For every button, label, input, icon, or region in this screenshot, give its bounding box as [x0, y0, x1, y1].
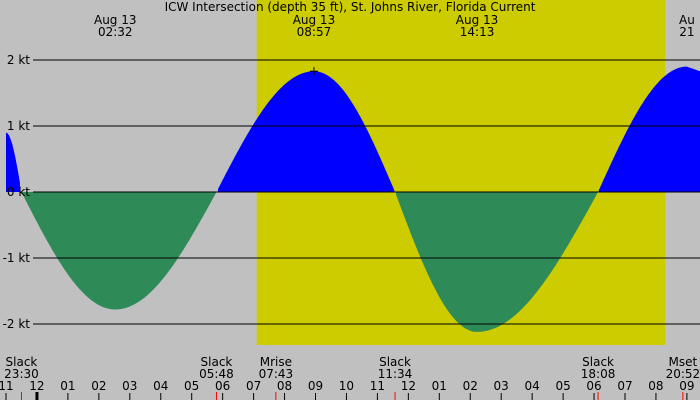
chart-title: ICW Intersection (depth 35 ft), St. John… [165, 0, 536, 14]
x-tick-label: 12 [29, 379, 44, 393]
bottom-event-time: 07:43 [259, 367, 294, 381]
x-tick-label: 02 [91, 379, 106, 393]
y-tick-label: 1 kt [7, 119, 30, 133]
top-event-time: 21 [679, 25, 694, 39]
current-areas [6, 66, 700, 332]
x-tick-label: 04 [153, 379, 168, 393]
x-tick-label: 04 [525, 379, 540, 393]
ebb-area-1 [21, 192, 217, 310]
x-tick-label: 09 [308, 379, 323, 393]
top-event-date: Aug 13 [293, 13, 336, 27]
x-tick-label: 08 [277, 379, 292, 393]
flood-area-0 [6, 132, 20, 192]
bottom-event-time: 05:48 [199, 367, 234, 381]
x-tick-label: 02 [463, 379, 478, 393]
x-tick-label: 09 [679, 379, 694, 393]
x-tick-label: 03 [494, 379, 509, 393]
ebb-area-3 [395, 192, 598, 332]
flood-area-4 [598, 66, 700, 192]
x-tick-label: 11 [0, 379, 14, 393]
x-tick-label: 07 [617, 379, 632, 393]
x-tick-label: 01 [60, 379, 75, 393]
bottom-event-name: Mset [669, 355, 698, 369]
bottom-event-name: Slack [201, 355, 233, 369]
x-tick-label: 06 [215, 379, 230, 393]
y-axis-labels: 2 kt 1 kt 0 kt -1 kt -2 kt [3, 53, 31, 331]
top-event-date: Aug 13 [94, 13, 137, 27]
bottom-event-time: 20:52 [666, 367, 700, 381]
bottom-event-name: Slack [6, 355, 38, 369]
peak-marker [309, 67, 318, 76]
bottom-event-time: 23:30 [4, 367, 39, 381]
x-tick-label: 05 [555, 379, 570, 393]
grid-lines [33, 59, 700, 325]
bottom-event-time: 11:34 [378, 367, 413, 381]
top-event-time: 08:57 [297, 25, 332, 39]
top-event-time: 02:32 [98, 25, 133, 39]
x-tick-label: 07 [246, 379, 261, 393]
x-tick-label: 06 [586, 379, 601, 393]
bottom-event-name: Slack [582, 355, 614, 369]
bottom-event-time: 18:08 [581, 367, 616, 381]
x-tick-label: 03 [122, 379, 137, 393]
y-tick-label: 0 kt [7, 185, 30, 199]
top-event-time: 14:13 [460, 25, 495, 39]
x-tick-label: 05 [184, 379, 199, 393]
x-tick-label: 01 [432, 379, 447, 393]
top-event-date: Aug 13 [456, 13, 499, 27]
x-tick-label: 10 [339, 379, 354, 393]
bottom-event-name: Slack [379, 355, 411, 369]
y-tick-label: -2 kt [3, 317, 31, 331]
x-tick-label: 08 [648, 379, 663, 393]
flood-area-2 [218, 71, 395, 192]
top-event-date: Au [679, 13, 695, 27]
x-tick-label: 11 [370, 379, 385, 393]
x-axis: 11 12 01 02 03 04 05 06 07 08 09 10 11 12 01 02 03 04 05 06… [0, 379, 695, 400]
bottom-event-labels: Slack23:30Slack05:48Mrise07:43Slack11:34… [4, 355, 700, 400]
x-tick-label: 12 [401, 379, 416, 393]
y-tick-label: 2 kt [7, 53, 30, 67]
bottom-event-name: Mrise [260, 355, 292, 369]
y-tick-label: -1 kt [3, 251, 31, 265]
